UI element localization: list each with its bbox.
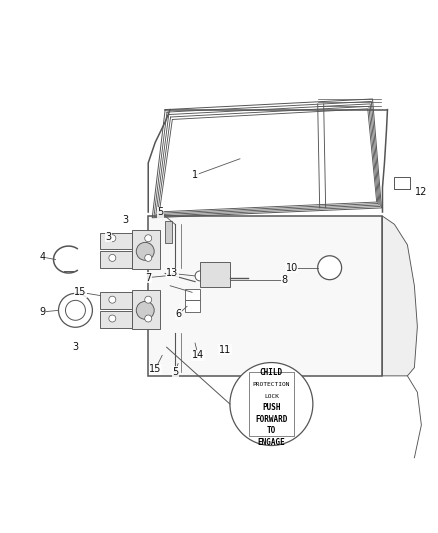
Text: LOCK: LOCK	[264, 394, 279, 399]
Text: 11: 11	[219, 345, 231, 354]
Circle shape	[145, 254, 152, 261]
Text: 3: 3	[105, 232, 111, 241]
Circle shape	[145, 315, 152, 322]
Text: 5: 5	[157, 207, 163, 217]
Circle shape	[145, 235, 152, 242]
Text: 3: 3	[72, 342, 78, 352]
Text: 7: 7	[145, 272, 152, 282]
Text: 8: 8	[282, 275, 288, 285]
Text: 1: 1	[192, 170, 198, 180]
Text: 13: 13	[166, 269, 178, 278]
Text: 5: 5	[172, 367, 178, 377]
Text: 3: 3	[122, 215, 128, 225]
Polygon shape	[100, 292, 132, 309]
Text: TO: TO	[267, 426, 276, 435]
Polygon shape	[132, 230, 160, 269]
Text: 4: 4	[39, 252, 46, 262]
FancyBboxPatch shape	[185, 300, 200, 312]
Text: 9: 9	[39, 307, 46, 317]
Text: 6: 6	[175, 310, 181, 319]
Circle shape	[136, 301, 154, 319]
Polygon shape	[100, 311, 132, 327]
Text: PUSH: PUSH	[262, 403, 281, 412]
FancyBboxPatch shape	[200, 262, 230, 287]
Circle shape	[109, 235, 116, 242]
Text: CHILD: CHILD	[260, 368, 283, 377]
Text: 14: 14	[192, 350, 204, 360]
Text: 12: 12	[415, 187, 427, 197]
Circle shape	[145, 296, 152, 303]
Circle shape	[109, 296, 116, 303]
Text: FORWARD: FORWARD	[255, 415, 288, 424]
Circle shape	[59, 293, 92, 327]
Circle shape	[136, 243, 154, 260]
Circle shape	[318, 256, 342, 280]
FancyBboxPatch shape	[395, 177, 410, 189]
Polygon shape	[382, 216, 417, 376]
Polygon shape	[132, 290, 160, 329]
Text: ENGAGE: ENGAGE	[258, 438, 285, 447]
Polygon shape	[148, 216, 382, 376]
Text: 15: 15	[74, 287, 87, 297]
Polygon shape	[100, 232, 132, 249]
Polygon shape	[100, 252, 132, 268]
Circle shape	[66, 301, 85, 320]
FancyBboxPatch shape	[165, 221, 172, 243]
Text: PROTECTION: PROTECTION	[253, 382, 290, 387]
Circle shape	[109, 315, 116, 322]
Circle shape	[195, 271, 205, 281]
FancyBboxPatch shape	[185, 288, 200, 301]
Text: 15: 15	[149, 364, 161, 374]
Circle shape	[230, 362, 313, 446]
Circle shape	[109, 254, 116, 261]
Text: 10: 10	[286, 263, 298, 273]
